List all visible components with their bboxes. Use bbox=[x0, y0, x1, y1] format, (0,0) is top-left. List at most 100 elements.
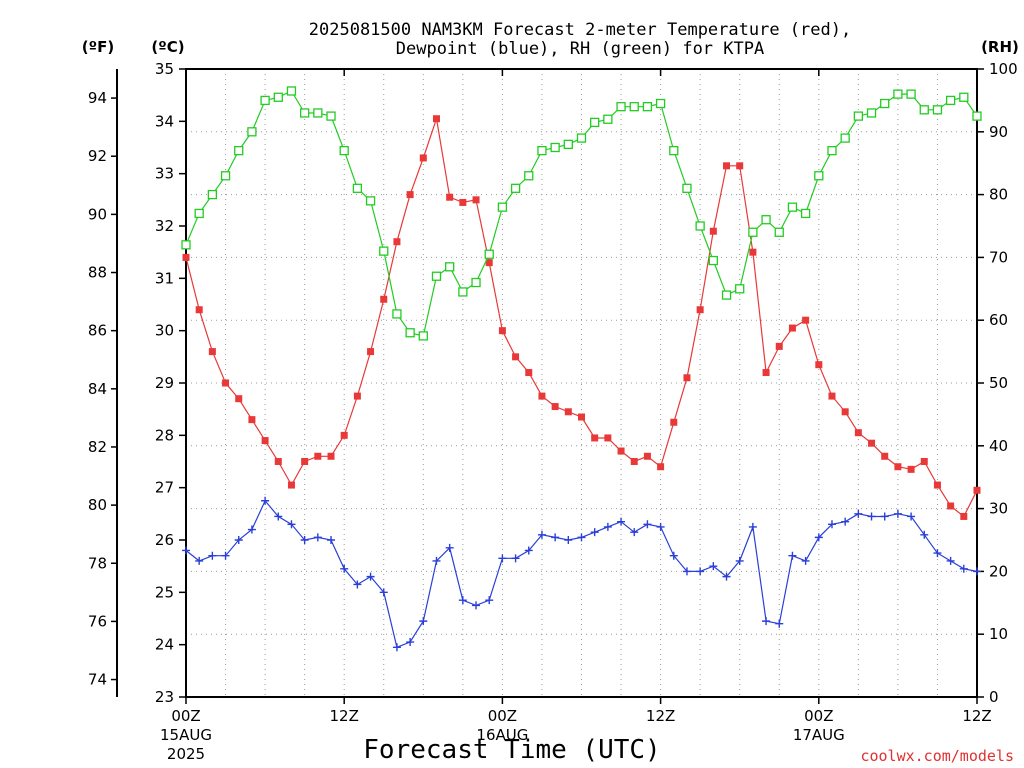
rh-tick-label: 90 bbox=[989, 123, 1008, 141]
rh-tick-label: 20 bbox=[989, 562, 1008, 580]
rh-point bbox=[642, 102, 653, 112]
rh-point bbox=[880, 98, 890, 109]
rh-point bbox=[774, 227, 784, 237]
temperature-point bbox=[195, 306, 203, 314]
fahrenheit-unit-label: (ºF) bbox=[82, 38, 114, 56]
celsius-tick-label: 31 bbox=[155, 269, 174, 287]
temperature-point bbox=[235, 395, 243, 403]
temperature-point bbox=[920, 458, 928, 465]
fahrenheit-tick-label: 90 bbox=[88, 205, 107, 223]
rh-point bbox=[814, 171, 824, 181]
rh-tick-label: 100 bbox=[989, 60, 1018, 78]
x-tick-date-label: 15AUG bbox=[160, 726, 212, 744]
temperature-point bbox=[340, 431, 348, 439]
dewpoint-point bbox=[313, 533, 322, 542]
rh-point bbox=[669, 145, 679, 156]
temperature-point bbox=[222, 379, 230, 387]
temperature-point bbox=[762, 369, 770, 377]
fahrenheit-tick-label: 86 bbox=[88, 322, 107, 340]
rh-point bbox=[550, 142, 560, 153]
temperature-point bbox=[208, 348, 216, 356]
dewpoint-point bbox=[287, 520, 296, 529]
temperature-point bbox=[604, 434, 612, 442]
dewpoint-point bbox=[366, 572, 375, 581]
series-layer bbox=[181, 86, 982, 652]
temperature-point bbox=[578, 413, 585, 421]
rh-point bbox=[286, 86, 297, 96]
temperature-point bbox=[960, 512, 968, 520]
dewpoint-point bbox=[617, 517, 626, 526]
dewpoint-point bbox=[696, 567, 705, 576]
temperature-point bbox=[498, 327, 506, 335]
x-axis-label: Forecast Time (UTC) bbox=[363, 735, 660, 765]
temperature-point bbox=[538, 392, 546, 400]
dewpoint-point bbox=[379, 588, 388, 597]
dewpoint-point bbox=[643, 520, 652, 529]
rh-point bbox=[510, 183, 521, 193]
axes bbox=[111, 68, 984, 704]
dewpoint-point bbox=[208, 551, 217, 560]
celsius-tick-label: 23 bbox=[155, 688, 174, 706]
rh-tick-label: 70 bbox=[989, 248, 1008, 266]
temperature-point bbox=[274, 458, 282, 465]
rh-point bbox=[853, 111, 863, 121]
dewpoint-point bbox=[195, 556, 204, 565]
rh-tick-label: 10 bbox=[989, 625, 1008, 643]
temperature-point bbox=[261, 437, 269, 445]
rh-point bbox=[273, 92, 283, 102]
rh-point bbox=[576, 133, 587, 143]
temperature-point bbox=[683, 374, 691, 382]
celsius-tick-label: 32 bbox=[155, 217, 174, 235]
temperature-point bbox=[380, 295, 388, 303]
x-tick-label: 12Z bbox=[330, 707, 359, 725]
temperature-point bbox=[551, 403, 559, 411]
dewpoint-point bbox=[221, 551, 230, 560]
celsius-unit-label: (ºC) bbox=[151, 38, 184, 56]
fahrenheit-tick-label: 76 bbox=[88, 612, 107, 630]
temperature-point bbox=[947, 502, 955, 510]
temperature-point bbox=[432, 115, 440, 123]
rh-tick-label: 50 bbox=[989, 374, 1008, 392]
fahrenheit-tick-label: 74 bbox=[88, 671, 107, 689]
rh-point bbox=[590, 117, 600, 128]
celsius-tick-label: 33 bbox=[155, 165, 174, 183]
dewpoint-point bbox=[327, 536, 336, 544]
x-tick-date-label: 17AUG bbox=[793, 726, 845, 744]
dewpoint-point bbox=[682, 567, 691, 576]
rh-point bbox=[721, 290, 732, 300]
fahrenheit-tick-label: 80 bbox=[88, 496, 107, 514]
dewpoint-point bbox=[419, 617, 428, 626]
celsius-tick-label: 28 bbox=[155, 426, 174, 444]
dewpoint-point bbox=[788, 551, 797, 560]
temperature-point bbox=[854, 429, 862, 437]
temperature-point bbox=[749, 248, 757, 256]
rh-tick-label: 60 bbox=[989, 311, 1008, 329]
dewpoint-point bbox=[274, 512, 283, 521]
temperature-point bbox=[696, 306, 704, 314]
temperature-point bbox=[564, 408, 572, 416]
temperature-point bbox=[459, 198, 467, 206]
dewpoint-point bbox=[735, 556, 744, 565]
dewpoint-point bbox=[247, 525, 256, 534]
temperature-point bbox=[788, 324, 796, 332]
temperature-point bbox=[446, 193, 454, 201]
dewpoint-point bbox=[485, 596, 494, 605]
dewpoint-point bbox=[973, 567, 981, 576]
rh-point bbox=[537, 145, 547, 156]
dewpoint-point bbox=[353, 580, 362, 589]
rh-point bbox=[629, 102, 639, 112]
temperature-point bbox=[933, 481, 941, 489]
rh-point bbox=[405, 328, 415, 338]
dewpoint-point bbox=[406, 638, 415, 647]
dewpoint-point bbox=[603, 522, 612, 531]
dewpoint-point bbox=[827, 520, 836, 529]
gridlines bbox=[186, 69, 977, 697]
rh-point bbox=[972, 111, 982, 121]
rh-point bbox=[840, 133, 850, 143]
rh-point bbox=[220, 171, 231, 181]
x-tick-label: 00Z bbox=[804, 707, 833, 725]
temperature-point bbox=[775, 342, 783, 350]
dewpoint-point bbox=[920, 530, 929, 539]
dewpoint-point bbox=[854, 509, 863, 518]
dewpoint-point bbox=[841, 517, 850, 526]
